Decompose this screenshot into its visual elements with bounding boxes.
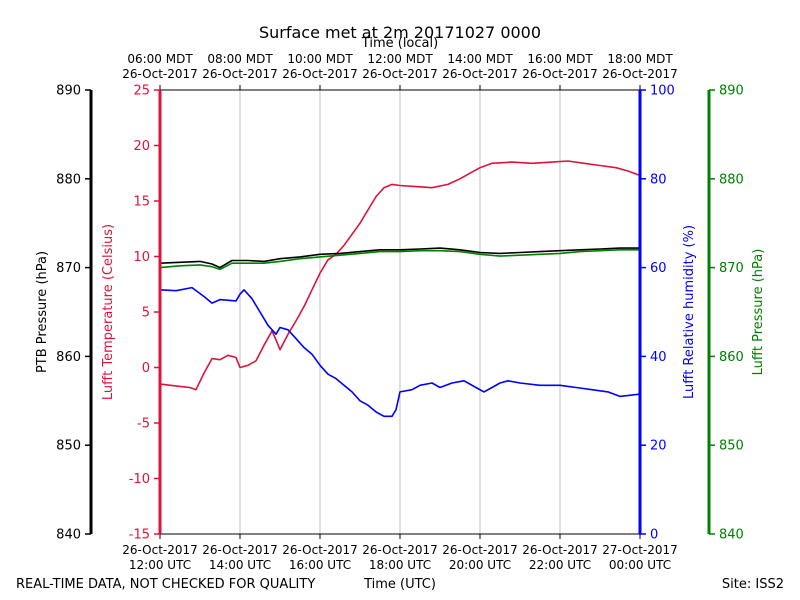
rh-axis-tick-label: 0 [650, 528, 658, 543]
lufft-pressure-axis-tick-label: 860 [719, 350, 744, 365]
ptb-axis-tick-label: 890 [56, 84, 81, 99]
temp-axis-tick-label: 15 [133, 195, 150, 210]
temp-axis-tick-label: -10 [129, 472, 150, 487]
temp-axis-tick-label: -15 [129, 528, 150, 543]
ptb-axis-tick-label: 860 [56, 350, 81, 365]
top-tick-label: 26-Oct-2017 [522, 67, 598, 81]
bottom-tick-label: 16:00 UTC [289, 558, 351, 572]
bottom-tick-label: 22:00 UTC [529, 558, 591, 572]
ptb-axis-tick-label: 840 [56, 528, 81, 543]
x-axis-label: Time (UTC) [363, 577, 436, 592]
bottom-tick-label: 27-Oct-2017 [602, 543, 678, 557]
rh-axis-tick-label: 40 [650, 350, 667, 365]
lufft-pressure-axis-tick-label: 880 [719, 172, 744, 187]
top-tick-label: 14:00 MDT [447, 52, 513, 66]
bottom-tick-label: 26-Oct-2017 [442, 543, 518, 557]
top-tick-label: 26-Oct-2017 [602, 67, 678, 81]
series-layer [159, 160, 641, 418]
lufft-pressure-axis-tick-label: 890 [719, 84, 744, 99]
bottom-tick-label: 12:00 UTC [129, 558, 191, 572]
rh-axis-tick-label: 60 [650, 261, 667, 276]
bottom-tick-label: 26-Oct-2017 [122, 543, 198, 557]
lufft_p-line [159, 249, 640, 271]
temp-line [159, 160, 641, 391]
site-label: Site: ISS2 [722, 577, 784, 592]
top-tick-label: 26-Oct-2017 [122, 67, 198, 81]
rh-axis-tick-label: 20 [650, 439, 667, 454]
ptb-axis-tick-label: 880 [56, 172, 81, 187]
lufft-pressure-axis-tick-label: 840 [719, 528, 744, 543]
top-tick-label: 08:00 MDT [207, 52, 273, 66]
bottom-tick-label: 26-Oct-2017 [362, 543, 438, 557]
lufft-pressure-axis-tick-label: 870 [719, 261, 744, 276]
temp-axis-tick-label: -5 [137, 417, 150, 432]
lufft-pressure-axis-label: Lufft Pressure (hPa) [751, 249, 766, 376]
top-tick-label: 26-Oct-2017 [282, 67, 358, 81]
rh-axis-tick-label: 80 [650, 172, 667, 187]
top-axis-label: Time (local) [361, 36, 438, 51]
footer-quality-note: REAL-TIME DATA, NOT CHECKED FOR QUALITY [16, 577, 315, 592]
temp-axis-tick-label: 20 [133, 139, 150, 154]
rh-axis-tick-label: 100 [650, 84, 675, 99]
ptb-axis-tick-label: 870 [56, 261, 81, 276]
top-tick-label: 06:00 MDT [127, 52, 193, 66]
rh-line [159, 286, 641, 418]
temp-axis-label: Lufft Temperature (Celsius) [101, 224, 116, 400]
top-tick-label: 26-Oct-2017 [202, 67, 278, 81]
ptb-axis-tick-label: 850 [56, 439, 81, 454]
ptb-line [159, 247, 640, 269]
chart-title: Surface met at 2m 20171027 0000 [259, 23, 541, 42]
rh-axis-label: Lufft Relative humidity (%) [682, 225, 697, 399]
temp-axis-tick-label: 10 [133, 250, 150, 265]
bottom-tick-label: 20:00 UTC [449, 558, 511, 572]
bottom-tick-label: 26-Oct-2017 [202, 543, 278, 557]
top-tick-label: 26-Oct-2017 [362, 67, 438, 81]
lufft-pressure-axis-tick-label: 850 [719, 439, 744, 454]
bottom-tick-label: 00:00 UTC [609, 558, 671, 572]
ptb-axis-label: PTB Pressure (hPa) [35, 251, 50, 373]
top-tick-label: 18:00 MDT [607, 52, 673, 66]
temp-axis-tick-label: 25 [133, 84, 150, 99]
top-tick-label: 16:00 MDT [527, 52, 593, 66]
top-tick-label: 10:00 MDT [287, 52, 353, 66]
temp-axis-tick-label: 5 [142, 306, 150, 321]
bottom-tick-label: 26-Oct-2017 [282, 543, 358, 557]
bottom-tick-label: 26-Oct-2017 [522, 543, 598, 557]
bottom-tick-label: 14:00 UTC [209, 558, 271, 572]
bottom-tick-label: 18:00 UTC [369, 558, 431, 572]
top-tick-label: 12:00 MDT [367, 52, 433, 66]
top-tick-label: 26-Oct-2017 [442, 67, 518, 81]
gridlines [239, 90, 561, 534]
temp-axis-tick-label: 0 [142, 361, 150, 376]
